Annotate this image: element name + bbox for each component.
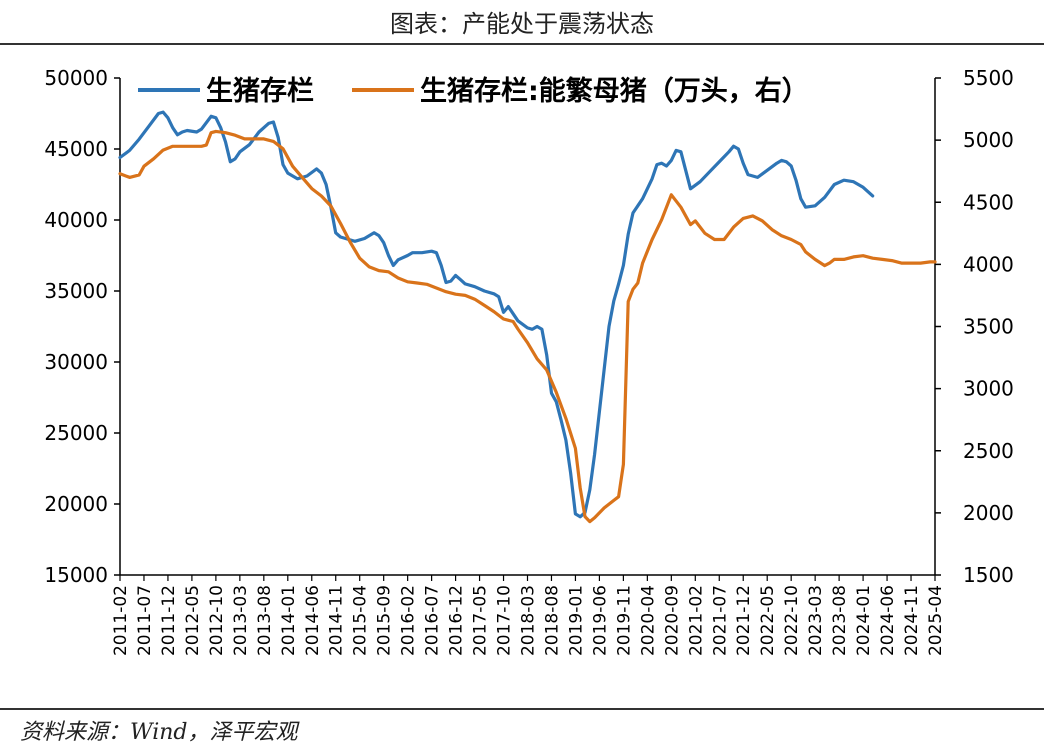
line-chart: 15000 20000 25000 30000 35000 40000 45000 50000… [44, 66, 1014, 656]
right-tick-label: 3500 [963, 315, 1014, 339]
legend-label-2: 生猪存栏:能繁母猪（万头，右） [420, 75, 809, 107]
left-tick-label: 40000 [44, 208, 108, 232]
legend-label-1: 生猪存栏 [206, 76, 314, 107]
x-tick-label: 2013-08 [255, 585, 275, 656]
x-tick-label: 2016-02 [399, 585, 419, 656]
right-tick-label: 2500 [963, 439, 1014, 463]
x-tick-label: 2020-09 [662, 585, 682, 656]
x-tick-label: 2024-06 [878, 585, 898, 656]
x-tick-label: 2013-03 [231, 585, 251, 656]
x-tick-label: 2015-09 [375, 585, 395, 656]
series-line-1 [118, 110, 875, 519]
x-tick-label: 2018-03 [519, 585, 539, 656]
figure-title: 图表：产能处于震荡状态 [390, 10, 654, 38]
source-rule [0, 708, 1044, 710]
x-tick-label: 2019-06 [590, 585, 610, 656]
x-tick-label: 2018-08 [542, 585, 562, 656]
x-tick-label: 2015-04 [351, 585, 371, 656]
chart-axes: 15000 20000 25000 30000 35000 40000 45000 50000… [44, 66, 1014, 656]
left-tick-label: 30000 [44, 350, 108, 374]
x-tick-label: 2017-05 [471, 585, 491, 656]
right-tick-label: 4000 [963, 252, 1014, 276]
x-tick-label: 2017-10 [495, 585, 515, 656]
x-tick-label: 2012-05 [183, 585, 203, 656]
x-tick-label: 2021-07 [710, 585, 730, 656]
series-line-2 [118, 129, 937, 524]
chart-legend: 生猪存栏 生猪存栏:能繁母猪（万头，右） [138, 75, 809, 107]
left-tick-label: 35000 [44, 279, 108, 303]
x-tick-label: 2014-06 [303, 585, 323, 656]
right-tick-label: 1500 [963, 563, 1014, 587]
x-tick-label: 2024-11 [902, 585, 922, 656]
left-tick-label: 25000 [44, 421, 108, 445]
left-tick-label: 45000 [44, 137, 108, 161]
left-tick-label: 15000 [44, 563, 108, 587]
x-tick-label: 2024-01 [854, 585, 874, 656]
x-tick-label: 2021-02 [686, 585, 706, 656]
right-tick-label: 5500 [963, 66, 1014, 90]
x-tick-label: 2022-05 [758, 585, 778, 656]
title-rule [0, 43, 1044, 45]
x-tick-label: 2011-02 [111, 585, 131, 656]
x-tick-label: 2011-07 [135, 585, 155, 656]
x-tick-label: 2011-12 [159, 585, 179, 656]
right-tick-label: 5000 [963, 128, 1014, 152]
x-tick-label: 2019-11 [614, 585, 634, 656]
chart-series [118, 110, 937, 524]
right-tick-label: 3000 [963, 377, 1014, 401]
x-tick-label: 2012-10 [207, 585, 227, 656]
right-tick-label: 4500 [963, 190, 1014, 214]
x-tick-label: 2016-07 [423, 585, 443, 656]
x-tick-label: 2022-10 [782, 585, 802, 656]
x-tick-label: 2016-12 [447, 585, 467, 656]
x-tick-label: 2020-04 [638, 585, 658, 656]
x-tick-label: 2021-12 [734, 585, 754, 656]
source-note: 资料来源：Wind，泽平宏观 [20, 720, 298, 745]
left-tick-label: 50000 [44, 66, 108, 90]
x-tick-label: 2019-01 [566, 585, 586, 656]
x-tick-label: 2023-08 [830, 585, 850, 656]
left-tick-label: 20000 [44, 492, 108, 516]
x-tick-label: 2023-03 [806, 585, 826, 656]
right-tick-label: 2000 [963, 501, 1014, 525]
x-tick-label: 2025-04 [926, 585, 946, 656]
x-tick-label: 2014-11 [327, 585, 347, 656]
x-tick-label: 2014-01 [279, 585, 299, 656]
